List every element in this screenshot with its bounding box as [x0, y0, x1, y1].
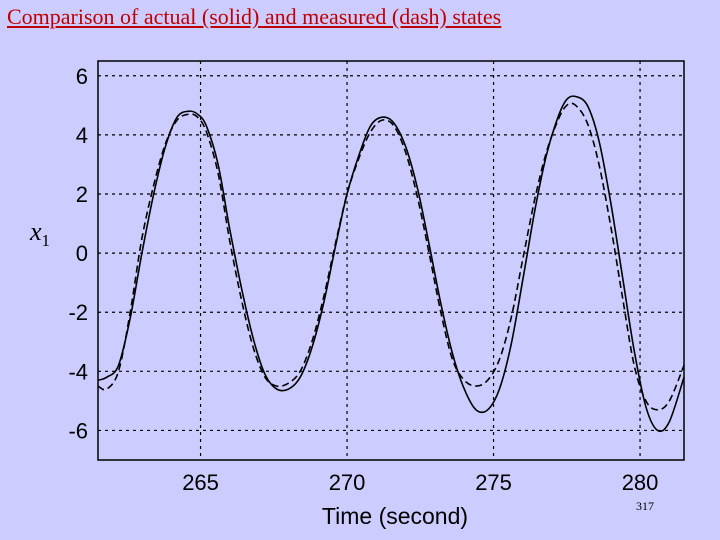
plot-area	[98, 61, 684, 460]
x-tick-label: 265	[182, 470, 219, 495]
x-tick-label: 275	[475, 470, 512, 495]
y-tick-label: 4	[76, 123, 88, 148]
y-tick-label: -4	[68, 359, 88, 384]
plot-frame	[97, 60, 685, 461]
x-axis-title: Time (second)	[322, 503, 468, 529]
slide-title: Comparison of actual (solid) and measure…	[7, 4, 502, 29]
y-tick-label: -2	[68, 300, 88, 325]
x-tick-label: 280	[622, 470, 659, 495]
y-tick-label: 6	[76, 64, 88, 89]
x-tick-label: 270	[329, 470, 366, 495]
x-tick-labels: 265 270 275 280	[182, 470, 658, 495]
y-tick-label: -6	[68, 418, 88, 443]
y-tick-label: 2	[76, 182, 88, 207]
actual-state-line	[97, 95, 685, 433]
series-group	[97, 95, 685, 433]
page-number: 317	[636, 499, 654, 513]
y-axis-title: x1	[29, 217, 50, 250]
y-tick-labels: 6 4 2 0 -2 -4 -6	[68, 64, 88, 444]
y-tick-label: 0	[76, 241, 88, 266]
measured-state-line	[97, 102, 685, 411]
